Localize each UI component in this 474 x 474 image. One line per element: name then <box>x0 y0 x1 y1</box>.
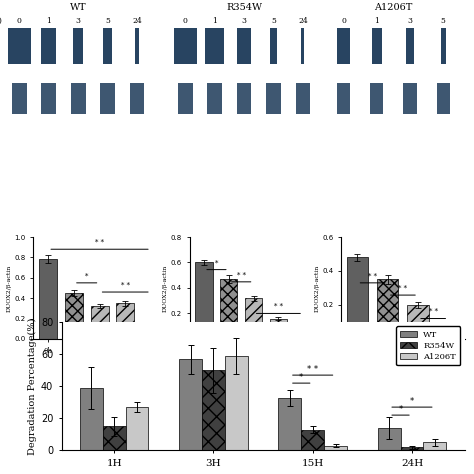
Text: 0: 0 <box>183 17 188 25</box>
Bar <box>142 324 160 339</box>
Bar <box>135 28 139 64</box>
Y-axis label: DUOX2/β-actin: DUOX2/β-actin <box>315 264 319 311</box>
Bar <box>130 82 144 114</box>
Text: * *: * * <box>399 285 407 293</box>
Text: R354W: R354W <box>226 3 262 12</box>
Bar <box>91 306 109 339</box>
Bar <box>12 82 27 114</box>
Text: A1206T: A1206T <box>374 3 412 12</box>
Y-axis label: DUOX2/β-actin: DUOX2/β-actin <box>7 264 11 311</box>
Bar <box>437 82 450 114</box>
Text: * *: * * <box>428 309 438 317</box>
Bar <box>377 280 398 339</box>
Bar <box>179 359 202 450</box>
Bar <box>100 82 115 114</box>
Text: *: * <box>399 405 403 414</box>
Text: *: * <box>215 260 218 267</box>
Bar <box>73 28 83 64</box>
Bar <box>103 426 126 450</box>
Bar <box>337 28 350 64</box>
Bar <box>220 279 237 339</box>
Bar <box>266 82 281 114</box>
Text: 1: 1 <box>374 17 379 25</box>
Bar <box>195 263 213 339</box>
Bar <box>423 442 446 450</box>
Bar <box>296 82 310 114</box>
Bar <box>408 305 428 339</box>
Text: 5: 5 <box>105 17 110 25</box>
Bar <box>225 356 248 450</box>
Bar <box>438 324 459 339</box>
Text: WT: WT <box>70 3 87 12</box>
Text: * *: * * <box>237 272 246 280</box>
Text: 0: 0 <box>17 17 22 25</box>
Bar <box>116 303 134 339</box>
Text: 24: 24 <box>298 17 308 25</box>
Bar <box>42 82 56 114</box>
Bar <box>39 259 57 339</box>
Bar <box>202 370 225 450</box>
Bar <box>42 28 56 64</box>
Text: *: * <box>410 397 414 406</box>
Text: 0: 0 <box>341 17 346 25</box>
Bar <box>301 28 304 64</box>
Bar <box>237 82 251 114</box>
Text: 1: 1 <box>46 17 51 25</box>
Bar <box>347 257 368 339</box>
Text: 24: 24 <box>132 17 142 25</box>
Text: chase(h): chase(h) <box>0 17 2 25</box>
Text: 5: 5 <box>271 17 276 25</box>
Text: 5: 5 <box>441 17 446 25</box>
Bar <box>406 28 414 64</box>
Text: * *: * * <box>274 303 283 311</box>
Bar <box>65 293 83 339</box>
Text: *: * <box>85 273 88 281</box>
Bar <box>403 82 417 114</box>
Bar <box>324 446 347 450</box>
Text: 3: 3 <box>408 17 412 25</box>
Bar <box>372 28 382 64</box>
Text: * *: * * <box>95 239 104 247</box>
Bar <box>126 407 148 450</box>
Text: *: * <box>299 374 303 383</box>
Bar <box>205 28 224 64</box>
Bar <box>173 28 197 64</box>
Text: * *: * * <box>307 365 318 374</box>
Bar <box>270 28 277 64</box>
Bar <box>440 28 446 64</box>
Bar <box>245 298 262 339</box>
Bar <box>237 28 251 64</box>
Text: 1: 1 <box>212 17 217 25</box>
Bar <box>103 28 112 64</box>
Bar <box>301 429 324 450</box>
Bar <box>80 388 103 450</box>
Bar <box>178 82 192 114</box>
Text: 3: 3 <box>242 17 246 25</box>
Bar <box>370 82 383 114</box>
Text: * *: * * <box>121 282 130 290</box>
Bar <box>71 82 85 114</box>
Text: 3: 3 <box>76 17 81 25</box>
Bar <box>8 28 31 64</box>
Bar <box>378 428 401 450</box>
Bar <box>278 398 301 450</box>
Bar <box>207 82 222 114</box>
Y-axis label: Degradation Percentage(%): Degradation Percentage(%) <box>27 318 37 455</box>
Bar <box>294 335 312 339</box>
Bar <box>337 82 350 114</box>
Y-axis label: DUOX2/β-actin: DUOX2/β-actin <box>163 264 168 311</box>
Bar <box>270 319 287 339</box>
Text: * *: * * <box>368 273 377 281</box>
Legend: WT, R354W, A1206T: WT, R354W, A1206T <box>396 327 460 365</box>
Bar <box>401 447 423 450</box>
